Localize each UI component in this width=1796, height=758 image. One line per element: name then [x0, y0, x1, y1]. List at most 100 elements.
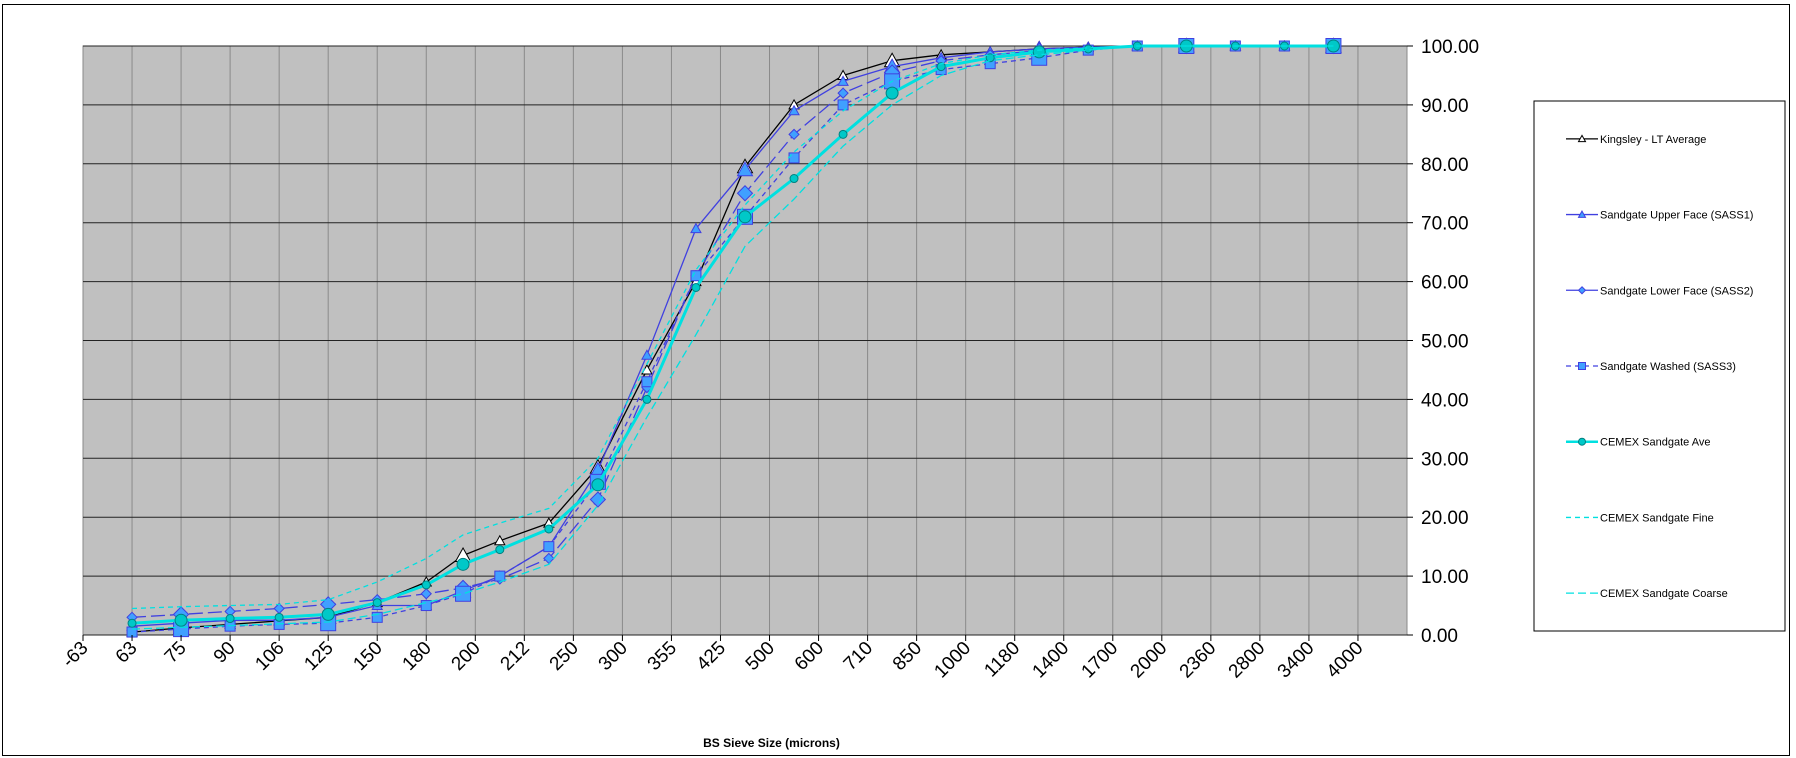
x-tick-label: 4000 [1323, 638, 1368, 683]
x-tick-label: 150 [349, 638, 386, 675]
data-point [789, 174, 799, 184]
x-tick-label: 250 [546, 638, 583, 675]
data-point [788, 104, 800, 116]
series-line [131, 45, 1334, 630]
data-point [690, 222, 702, 234]
x-tick-label: 1180 [980, 638, 1024, 682]
legend-entry: CEMEX Sandgate Fine [1566, 512, 1714, 524]
data-point [1577, 134, 1587, 143]
data-point [456, 557, 470, 571]
legend-label: CEMEX Sandgate Fine [1600, 512, 1714, 524]
y-tick-label: 70.00 [1421, 214, 1469, 235]
y-tick-label: 10.00 [1421, 567, 1469, 588]
x-tick-label: 180 [399, 638, 436, 675]
y-tick-label: 50.00 [1421, 332, 1469, 353]
grading-chart: 0.00 10.00 20.00 30.00 40.00 50.00 60.00 70.00 8… [58, 37, 1786, 750]
data-point [543, 541, 555, 553]
x-tick-label: 125 [300, 638, 337, 675]
data-point [225, 614, 235, 624]
data-point [321, 607, 335, 621]
data-point [1578, 437, 1586, 446]
x-tick-label: 600 [791, 638, 828, 675]
data-point [641, 349, 653, 360]
legend-entry: Kingsley - LT Average [1566, 134, 1706, 146]
x-tick-label: -63 [58, 638, 92, 672]
y-tick-label: 60.00 [1421, 273, 1469, 294]
x-tick-label: 1000 [930, 638, 975, 683]
data-point [174, 613, 188, 627]
data-point [455, 585, 472, 602]
data-point [493, 534, 506, 546]
data-point [837, 87, 849, 99]
data-point [788, 152, 800, 164]
legend-entry: CEMEX Sandgate Coarse [1566, 588, 1728, 600]
data-point [1032, 45, 1046, 59]
x-tick-label: 212 [497, 638, 534, 675]
y-tick-label: 30.00 [1421, 449, 1469, 470]
chart-frame: 0.00 10.00 20.00 30.00 40.00 50.00 60.00 70.00 8… [2, 4, 1790, 756]
x-tick-label: 90 [210, 638, 240, 668]
x-tick-label: 2000 [1127, 638, 1172, 683]
data-point [1578, 362, 1586, 370]
legend-label: Sandgate Upper Face (SASS1) [1600, 210, 1753, 222]
data-point [591, 478, 605, 492]
x-tick-label: 500 [742, 638, 779, 675]
data-point [691, 282, 701, 292]
data-point [641, 376, 653, 388]
data-point [837, 75, 849, 86]
legend-entry: Sandgate Upper Face (SASS1) [1566, 210, 1753, 222]
data-point [544, 524, 554, 534]
y-tick-label: 0.00 [1421, 626, 1458, 647]
legend-entry: CEMEX Sandgate Ave [1566, 437, 1710, 449]
x-tick-label: 200 [448, 638, 485, 675]
x-tick-label: 355 [644, 638, 681, 675]
data-point [372, 598, 382, 608]
x-tick-label: 710 [840, 638, 877, 675]
data-point [837, 99, 849, 111]
data-point [738, 210, 752, 224]
x-tick-label: 1700 [1078, 638, 1123, 683]
legend-label: Kingsley - LT Average [1600, 134, 1706, 146]
data-point [1083, 44, 1093, 54]
data-point [371, 611, 383, 623]
x-axis-label: BS Sieve Size (microns) [703, 736, 840, 750]
data-point [1577, 286, 1587, 295]
legend-label: Sandgate Washed (SASS3) [1600, 361, 1736, 373]
legend-entry: Sandgate Washed (SASS3) [1566, 361, 1736, 373]
y-tick-label: 100.00 [1421, 37, 1479, 58]
data-point [885, 86, 899, 100]
series-7 [131, 45, 1334, 630]
data-point [838, 129, 848, 139]
data-point [421, 580, 431, 590]
y-tick-label: 80.00 [1421, 155, 1469, 176]
x-tick-label: 106 [251, 638, 288, 675]
x-tick-label: 63 [112, 638, 142, 668]
legend-label: Sandgate Lower Face (SASS2) [1600, 285, 1753, 297]
y-tick-label: 90.00 [1421, 96, 1469, 117]
data-point [420, 588, 432, 600]
legend-label: CEMEX Sandgate Ave [1600, 437, 1710, 449]
x-tick-label: 850 [889, 638, 926, 675]
data-point [420, 600, 432, 612]
data-point [936, 62, 946, 72]
data-point [127, 618, 137, 628]
x-tick-label: 2800 [1225, 638, 1270, 683]
data-point [495, 545, 505, 555]
x-tick-label: 75 [161, 638, 191, 668]
x-tick-label: 425 [693, 638, 730, 675]
legend-label: CEMEX Sandgate Coarse [1600, 588, 1728, 600]
data-point [494, 570, 506, 582]
data-point [642, 394, 652, 404]
data-point [1577, 210, 1587, 218]
data-point [690, 270, 702, 282]
y-tick-label: 40.00 [1421, 390, 1469, 411]
data-point [736, 185, 754, 202]
y-tick-label: 20.00 [1421, 508, 1469, 529]
data-point [274, 612, 284, 622]
data-point [736, 161, 754, 177]
x-tick-label: 1400 [1029, 638, 1074, 683]
legend-entry: Sandgate Lower Face (SASS2) [1566, 285, 1753, 297]
x-tick-label: 300 [595, 638, 632, 675]
data-point [788, 128, 800, 141]
x-tick-label: 3400 [1274, 638, 1319, 683]
